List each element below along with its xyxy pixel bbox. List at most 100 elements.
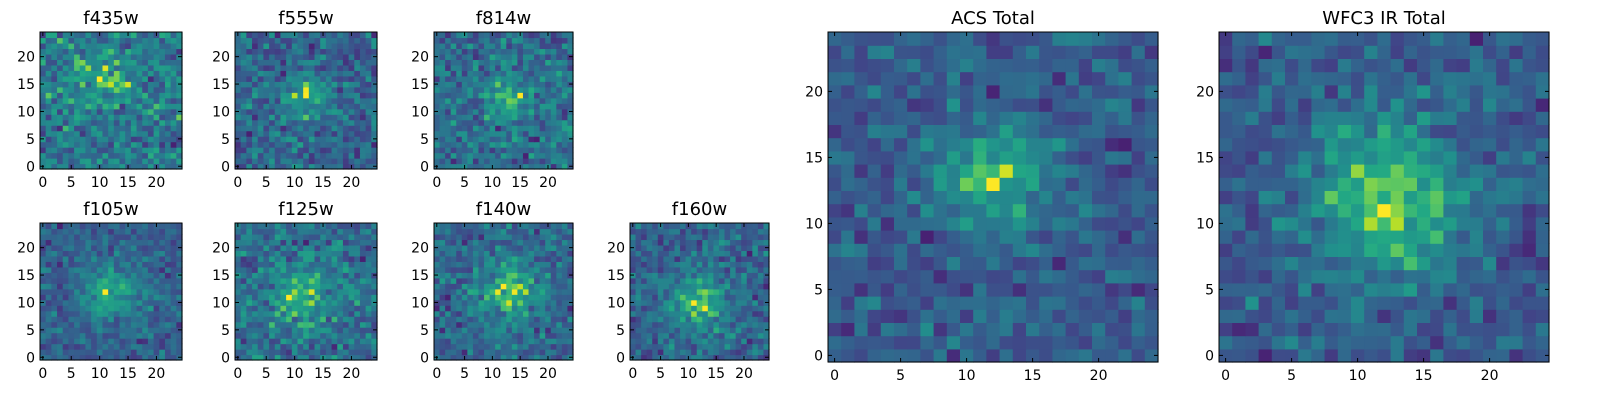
heatmap-cell (718, 321, 726, 328)
heatmap-cell (136, 108, 143, 115)
heatmap-cell (746, 277, 753, 284)
heatmap-cell (556, 70, 563, 77)
heatmap-cell (506, 327, 513, 334)
heatmap-cell (439, 354, 446, 361)
heatmap-cell (478, 223, 485, 230)
heatmap-cell (45, 86, 52, 93)
heatmap-cell (680, 349, 687, 356)
heatmap-cell (545, 92, 552, 99)
heatmap-cell (235, 37, 242, 44)
heatmap-cell (85, 59, 92, 66)
heatmap-cell (539, 136, 546, 143)
heatmap-cell (1065, 335, 1080, 350)
heatmap-cell (500, 233, 507, 241)
heatmap-cell (484, 283, 491, 290)
heatmap-cell (641, 266, 648, 273)
heatmap-cell (461, 81, 468, 88)
heatmap-cell (657, 321, 664, 328)
heatmap-cell (102, 141, 109, 148)
heatmap-cell (500, 130, 507, 137)
heatmap-cell (663, 299, 670, 306)
heatmap-cell (320, 152, 327, 159)
heatmap-cell (159, 136, 166, 143)
heatmap-cell (907, 256, 921, 271)
heatmap-cell (130, 244, 138, 251)
heatmap-cell (286, 130, 293, 137)
heatmap-cell (511, 59, 518, 66)
heatmap-cell (685, 277, 692, 284)
heatmap-cell (164, 86, 172, 93)
heatmap-cell (763, 233, 770, 241)
heatmap-cell (240, 354, 247, 361)
heatmap-cell (354, 327, 361, 334)
heatmap-cell (57, 86, 64, 93)
heatmap-cell (102, 32, 109, 39)
heatmap-cell (500, 114, 507, 121)
heatmap-cell (85, 158, 92, 165)
heatmap-cell (337, 343, 344, 350)
heatmap-cell (467, 310, 474, 317)
heatmap-cell (735, 321, 742, 328)
y-tick-label: 5 (221, 132, 230, 148)
heatmap-cell (539, 152, 546, 159)
heatmap-cell (550, 305, 557, 312)
heatmap-cell (511, 64, 518, 71)
heatmap-cell (907, 309, 921, 323)
heatmap-cell (828, 322, 842, 337)
heatmap-cell (841, 216, 855, 231)
heatmap-cell (1131, 282, 1146, 297)
heatmap-cell (337, 272, 344, 279)
heatmap-cell (68, 70, 75, 77)
heatmap-cell (45, 277, 52, 284)
heatmap-cell (257, 266, 264, 273)
heatmap-cell (1092, 335, 1106, 350)
heatmap-cell (867, 322, 882, 337)
heatmap-cell (274, 59, 282, 66)
heatmap-cell (663, 277, 670, 284)
heatmap-cell (456, 97, 463, 104)
heatmap-cell (674, 327, 681, 334)
heatmap-cell (550, 294, 557, 301)
heatmap-cell (561, 59, 569, 66)
heatmap-cell (291, 37, 299, 44)
heatmap-cell (286, 272, 293, 279)
heatmap-cell (303, 288, 310, 295)
heatmap-cell (240, 327, 247, 334)
heatmap-cell (246, 233, 253, 241)
heatmap-cell (707, 283, 714, 290)
heatmap-cell (337, 108, 344, 115)
heatmap-cell (528, 53, 535, 60)
heatmap-cell (142, 283, 149, 290)
heatmap-cell (68, 283, 75, 290)
heatmap-cell (556, 114, 563, 121)
heatmap-cell (450, 70, 457, 77)
heatmap-cell (125, 130, 132, 137)
heatmap-cell (57, 261, 64, 268)
heatmap-cell (522, 97, 530, 104)
heatmap-cell (511, 136, 518, 143)
heatmap-cell (561, 316, 569, 323)
heatmap-cell (325, 59, 333, 66)
y-tick-label: 15 (17, 77, 35, 93)
heatmap-cell (539, 37, 546, 44)
heatmap-cell (164, 81, 172, 88)
heatmap-cell (113, 266, 121, 273)
heatmap-cell (685, 228, 692, 235)
heatmap-cell (269, 228, 276, 235)
heatmap-cell (159, 70, 166, 77)
heatmap-cell (641, 354, 648, 361)
heatmap-cell (286, 223, 293, 230)
heatmap-cell (450, 255, 457, 262)
heatmap-cell (308, 125, 316, 132)
heatmap-cell (45, 223, 52, 230)
heatmap-cell (164, 119, 172, 126)
heatmap-cell (365, 32, 372, 39)
heatmap-cell (691, 283, 698, 290)
heatmap-cell (240, 266, 247, 273)
heatmap-cell (960, 335, 974, 350)
heatmap-cell (517, 42, 524, 50)
heatmap-cell (741, 343, 748, 350)
heatmap-cell (108, 32, 115, 39)
heatmap-cell (359, 250, 367, 257)
heatmap-cell (511, 288, 518, 295)
